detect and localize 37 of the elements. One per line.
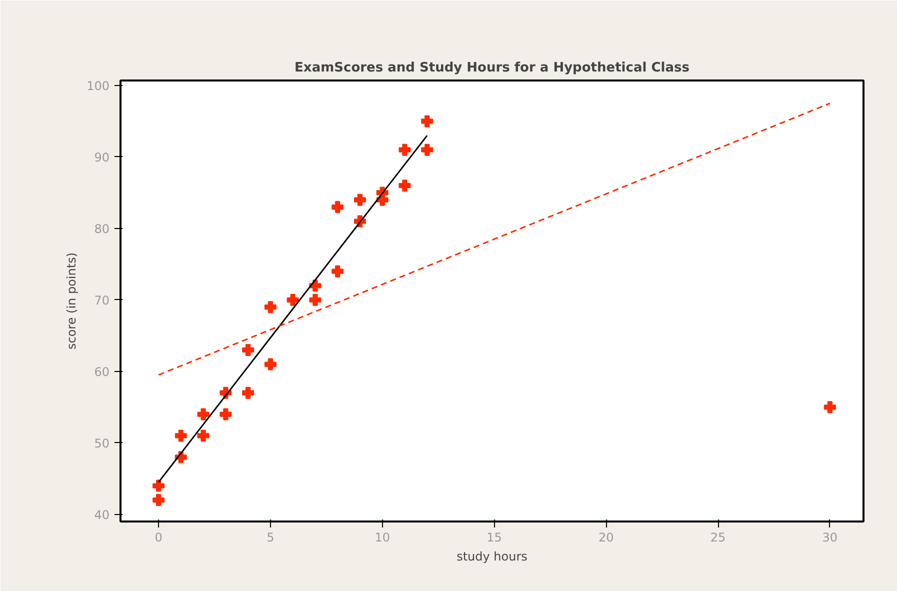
point <box>174 430 187 442</box>
point <box>152 480 165 492</box>
point <box>421 115 434 128</box>
point <box>242 344 254 356</box>
point <box>197 430 210 442</box>
point <box>242 386 254 399</box>
y-tick-label: 50 <box>94 436 110 450</box>
x-tick-label: 30 <box>822 530 838 544</box>
point <box>421 144 434 156</box>
y-tick-label: 90 <box>94 150 110 164</box>
x-axis-title: study hours <box>456 550 528 564</box>
y-tick-label: 80 <box>94 222 110 236</box>
y-axis-title: score (in points) <box>64 252 79 350</box>
point <box>264 358 276 370</box>
point <box>332 265 344 278</box>
x-tick-label: 10 <box>374 530 390 544</box>
y-tick-label: 60 <box>94 364 110 379</box>
point <box>264 301 276 314</box>
point <box>354 194 366 206</box>
point <box>824 401 836 414</box>
point <box>332 201 344 214</box>
point <box>309 294 322 306</box>
y-tick-label: 70 <box>94 293 110 308</box>
x-tick-label: 0 <box>154 530 162 544</box>
x-tick-label: 20 <box>598 530 614 544</box>
chart-title: ExamScores and Study Hours for a Hypothetical Class <box>294 60 690 76</box>
x-tick-label: 15 <box>486 530 502 544</box>
point <box>286 294 299 306</box>
point <box>197 408 210 420</box>
y-tick-label: 100 <box>86 79 110 94</box>
x-tick-label: 5 <box>266 530 274 544</box>
point <box>398 144 411 156</box>
point <box>152 494 165 506</box>
point <box>398 180 411 192</box>
x-tick-label: 25 <box>710 530 726 544</box>
point <box>220 408 232 420</box>
y-tick-label: 40 <box>94 508 110 522</box>
